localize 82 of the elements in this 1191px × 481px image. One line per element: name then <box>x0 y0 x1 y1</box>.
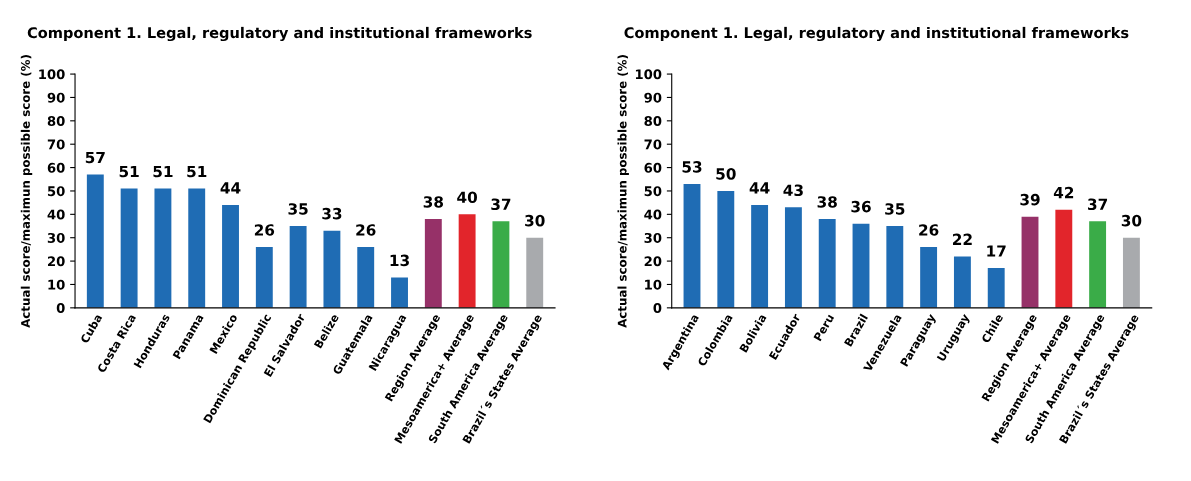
y-tick-label: 10 <box>645 279 662 290</box>
y-axis-title: Actual score/maximun possible score (%) <box>20 55 33 328</box>
data-label: 38 <box>817 196 837 208</box>
y-tick-label: 100 <box>635 69 662 80</box>
bar <box>683 183 701 308</box>
data-label: 37 <box>491 198 511 211</box>
data-label: 26 <box>254 224 275 236</box>
y-tick-label: 10 <box>48 279 65 290</box>
bar <box>492 221 510 308</box>
data-label: 51 <box>153 165 173 178</box>
bar <box>784 207 802 308</box>
y-tick-label: 100 <box>39 69 65 80</box>
y-tick-label: 30 <box>47 232 65 243</box>
data-label: 17 <box>987 245 1006 257</box>
data-label: 57 <box>85 151 105 164</box>
data-label: 22 <box>952 233 972 245</box>
chart-title: Component 1. Legal, regulatory and institutional frameworks <box>27 26 532 42</box>
y-tick-label: 70 <box>644 139 662 150</box>
chart-title: Component 1. Legal, regulatory and institutional frameworks <box>624 26 1129 42</box>
data-label: 35 <box>288 203 308 215</box>
bar <box>458 214 476 308</box>
bar <box>289 226 307 308</box>
bar <box>1122 237 1140 308</box>
y-tick-label: 0 <box>56 303 65 314</box>
data-label: 30 <box>1121 214 1142 227</box>
data-label: 51 <box>187 165 207 178</box>
data-label: 43 <box>783 184 803 197</box>
data-label: 30 <box>525 214 545 227</box>
data-label: 39 <box>1020 193 1040 206</box>
bar <box>852 223 870 308</box>
data-label: 36 <box>851 200 871 213</box>
bar <box>86 174 104 308</box>
bar <box>920 247 938 308</box>
y-axis-title: Actual score/maximun possible score (%) <box>617 55 629 328</box>
data-label: 33 <box>322 207 342 220</box>
data-label: 44 <box>749 182 770 194</box>
bar <box>818 219 836 308</box>
y-tick-label: 90 <box>644 92 662 103</box>
data-label: 50 <box>716 168 736 180</box>
y-tick-label: 70 <box>47 139 65 150</box>
bar <box>255 247 273 308</box>
data-label: 35 <box>885 203 905 215</box>
bar <box>154 188 172 308</box>
y-tick-label: 60 <box>644 162 662 173</box>
y-tick-label: 20 <box>644 256 662 267</box>
data-label: 26 <box>919 224 939 236</box>
y-tick-label: 80 <box>47 116 65 127</box>
bar <box>886 226 904 308</box>
y-tick-label: 40 <box>644 209 662 220</box>
bar <box>717 190 735 308</box>
y-tick-label: 40 <box>47 209 65 220</box>
bar <box>357 247 375 308</box>
data-label: 53 <box>682 161 702 173</box>
bar <box>424 219 442 308</box>
bar <box>323 230 341 308</box>
y-tick-label: 20 <box>47 256 65 267</box>
data-label: 40 <box>457 191 478 204</box>
y-tick-label: 30 <box>644 232 662 243</box>
data-label: 37 <box>1088 198 1108 211</box>
bar <box>987 268 1005 308</box>
data-label: 26 <box>356 224 376 236</box>
y-tick-label: 0 <box>653 303 662 314</box>
bar <box>391 277 408 308</box>
data-label: 51 <box>119 165 139 178</box>
data-label: 38 <box>423 196 444 208</box>
y-tick-label: 90 <box>47 92 65 103</box>
data-label: 13 <box>390 254 409 267</box>
data-label: 42 <box>1053 186 1074 199</box>
bar <box>188 188 206 308</box>
y-tick-label: 50 <box>644 186 662 197</box>
data-label: 44 <box>220 182 241 194</box>
bar <box>953 256 971 308</box>
bar <box>1021 216 1039 308</box>
bar <box>526 237 544 308</box>
bar <box>222 204 239 308</box>
bar <box>1055 209 1073 308</box>
bar <box>751 204 769 308</box>
bar <box>1089 221 1107 308</box>
y-tick-label: 50 <box>47 186 65 197</box>
y-tick-label: 60 <box>47 162 65 173</box>
y-tick-label: 80 <box>644 116 662 127</box>
bar <box>120 188 138 308</box>
